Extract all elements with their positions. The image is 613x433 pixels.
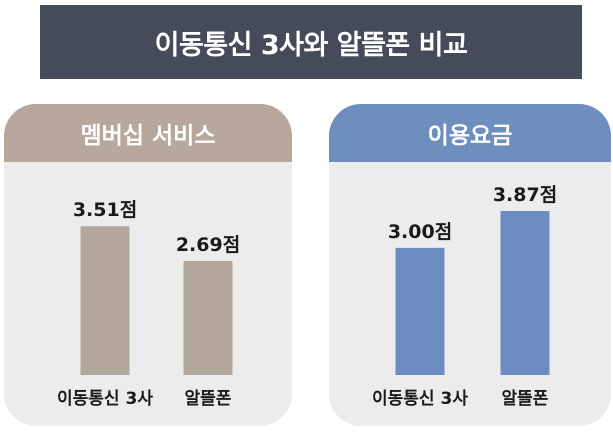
fee-category-label-0: 이동통신 3사: [372, 389, 468, 409]
membership-bar-0: [80, 226, 130, 375]
membership-bar-1: [183, 260, 233, 375]
membership-panel-header: 멤버십 서비스: [4, 104, 292, 162]
fee-bar-1: [500, 210, 550, 375]
membership-category-label-1: 알뜰폰: [185, 389, 232, 409]
membership-value-label-0: 3.51점: [73, 199, 137, 221]
membership-panel-title: 멤버십 서비스: [80, 123, 216, 149]
fee-category-label-1: 알뜰폰: [502, 389, 549, 409]
fee-panel-title: 이용요금: [427, 123, 513, 149]
fee-value-label-1: 3.87점: [493, 184, 557, 206]
fee-panel-header: 이용요금: [329, 104, 611, 162]
membership-category-label-0: 이동통신 3사: [57, 389, 153, 409]
fee-bar-0: [395, 247, 445, 375]
page-title: 이동통신 3사와 알뜰폰 비교: [154, 29, 468, 61]
title-bar: 이동통신 3사와 알뜰폰 비교: [40, 5, 582, 79]
fee-value-label-0: 3.00점: [388, 221, 452, 243]
membership-value-label-1: 2.69점: [176, 234, 240, 256]
